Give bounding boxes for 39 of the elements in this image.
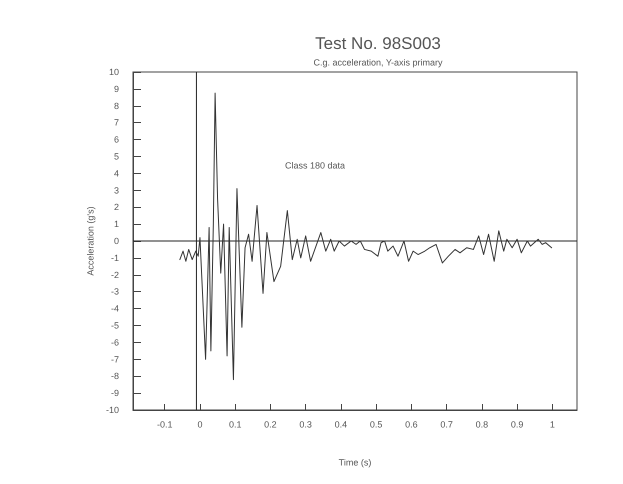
x-tick-label: 0.8	[476, 420, 488, 430]
y-tick-label: 7	[114, 118, 119, 128]
x-axis-title: Time (s)	[338, 458, 372, 468]
y-tick-label: -4	[110, 304, 119, 314]
y-tick-label: 4	[114, 168, 119, 178]
y-tick-label: -5	[110, 320, 119, 330]
y-tick-label: 6	[114, 134, 119, 145]
y-tick-label: 1	[114, 219, 119, 230]
y-tick-label: 9	[114, 84, 119, 94]
y-tick-label: 0	[114, 236, 119, 246]
y-axis-title: Acceleration (g's)	[86, 206, 96, 276]
x-tick-label: 0.5	[370, 420, 382, 430]
y-tick-label: -9	[110, 388, 119, 398]
y-tick-label: -10	[106, 405, 119, 415]
y-tick-label: -7	[110, 354, 119, 364]
y-tick-label: 3	[114, 185, 119, 196]
y-tick-label: -2	[110, 270, 119, 280]
y-tick-label: 8	[114, 100, 119, 111]
x-tick-label: 0.4	[334, 420, 348, 430]
line-series	[179, 92, 552, 380]
y-tick-label: -6	[110, 337, 119, 348]
x-tick-label: 1	[550, 420, 555, 430]
x-tick-label: 0	[197, 420, 202, 430]
y-tick-label: 10	[108, 67, 119, 77]
x-tick-label: 0.6	[405, 420, 418, 430]
x-tick-label: 0.2	[264, 420, 277, 430]
x-tick-label: 0.1	[228, 420, 242, 430]
annotation: Class 180 data	[285, 160, 346, 170]
y-tick-label: 5	[114, 152, 119, 162]
x-tick-label: 0.9	[510, 420, 524, 430]
x-tick-label: -0.1	[156, 420, 172, 430]
y-tick-label: 2	[114, 202, 119, 212]
y-tick-label: -3	[110, 286, 119, 297]
x-tick-label: 0.7	[440, 420, 453, 430]
y-tick-label: -1	[110, 252, 119, 263]
chart-subtitle: C.g. acceleration, Y-axis primary	[313, 58, 444, 68]
y-tick-label: -8	[110, 371, 119, 382]
x-tick-label: 0.3	[299, 420, 312, 430]
chart-title: Test No. 98S003	[315, 34, 441, 53]
